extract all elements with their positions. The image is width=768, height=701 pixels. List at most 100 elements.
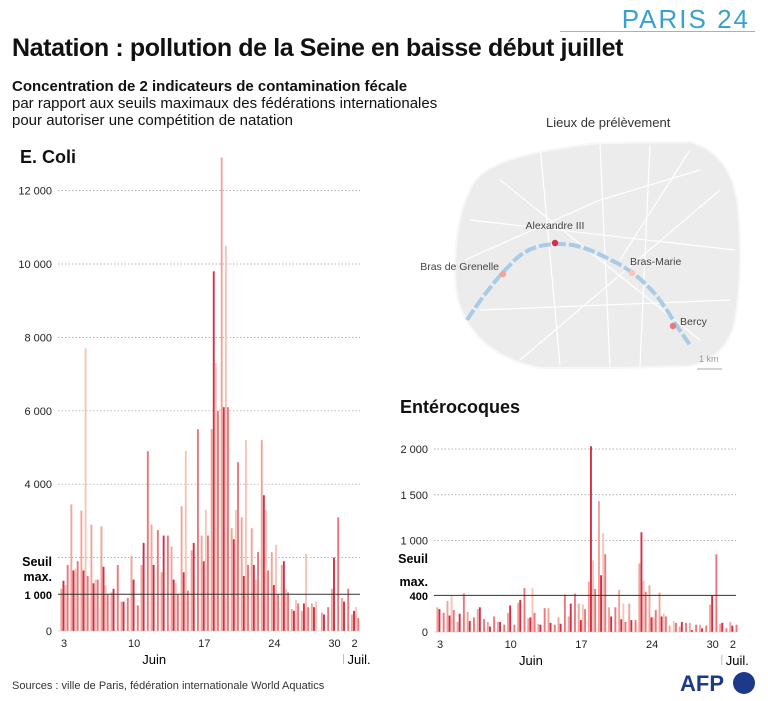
x-tick-label: 17	[575, 639, 587, 651]
bar	[337, 517, 340, 631]
bar	[136, 605, 139, 631]
bar	[210, 429, 213, 631]
bar	[705, 625, 708, 632]
bar	[252, 564, 255, 631]
bar	[104, 585, 107, 631]
bar	[92, 583, 95, 631]
bar	[442, 612, 445, 632]
bar	[569, 603, 572, 632]
bar	[292, 610, 295, 631]
threshold-value-label: 400	[410, 591, 428, 603]
bar	[644, 591, 647, 632]
bar	[468, 621, 471, 632]
bar	[106, 594, 109, 631]
bar	[587, 581, 590, 632]
bar	[654, 610, 657, 632]
bar	[622, 603, 625, 632]
bar	[725, 628, 728, 632]
bar	[260, 440, 263, 631]
enterocoques-chart-title: Entérocoques	[400, 397, 521, 417]
bar	[150, 524, 153, 631]
x-tick-label: 30	[707, 639, 719, 651]
bar	[232, 539, 235, 631]
bar	[244, 440, 247, 631]
bar	[174, 583, 177, 631]
bar	[110, 592, 113, 631]
bar	[640, 532, 643, 632]
bar	[438, 609, 441, 632]
bar	[446, 600, 449, 632]
bar	[486, 621, 489, 632]
bar	[680, 621, 683, 632]
bar	[509, 605, 512, 632]
y-tick-label: 0	[46, 626, 52, 638]
threshold-label: Seuil	[398, 552, 428, 566]
bar	[559, 623, 562, 632]
bar	[212, 271, 215, 631]
bar	[642, 580, 645, 632]
bar	[94, 579, 97, 631]
bar	[638, 563, 641, 632]
bar	[320, 612, 323, 631]
bar	[327, 607, 330, 631]
bar	[347, 588, 350, 631]
bar	[166, 535, 169, 631]
bar	[719, 623, 722, 632]
bar	[234, 509, 237, 631]
bar	[466, 611, 469, 632]
bar	[86, 575, 89, 631]
enterocoques-chart: 0 1 000 1 500 2 000 Seuil max. 400 3 10 17 24 30 2 Ju…	[398, 444, 749, 668]
bar	[265, 509, 267, 631]
bar	[315, 601, 317, 631]
bar	[497, 621, 499, 632]
bar	[206, 535, 209, 631]
bar	[220, 157, 223, 631]
bar	[182, 572, 185, 631]
bar	[192, 542, 195, 631]
bar	[608, 607, 610, 632]
bar	[357, 618, 360, 631]
bar	[160, 572, 163, 631]
bar	[650, 617, 653, 632]
paris-map: Bras de Grenelle Alexandre III Bras-Marie B…	[420, 140, 742, 370]
bar	[307, 607, 310, 631]
bar	[70, 504, 73, 631]
bar	[672, 621, 675, 632]
bar	[90, 524, 93, 631]
bar	[217, 410, 219, 631]
x-tick-label: 30	[328, 638, 340, 650]
bar	[200, 535, 203, 631]
subtitle: Concentration de 2 indicateurs de contam…	[12, 78, 472, 129]
bar	[450, 595, 453, 632]
bar	[678, 626, 681, 632]
bar	[553, 624, 556, 632]
bar	[448, 615, 451, 632]
bar	[584, 609, 586, 632]
threshold-label: max.	[24, 570, 53, 584]
bar	[476, 609, 479, 632]
bar	[250, 528, 253, 631]
bar	[711, 595, 714, 632]
bar	[130, 555, 133, 631]
bar	[598, 501, 600, 632]
bar	[62, 580, 65, 631]
bar	[190, 550, 193, 631]
bar	[102, 566, 105, 631]
bar	[452, 610, 455, 632]
bar	[280, 564, 283, 631]
y-tick-label: 4 000	[24, 479, 52, 491]
bar	[214, 363, 217, 631]
bar	[675, 622, 677, 632]
bar	[295, 599, 297, 631]
bar	[557, 617, 560, 632]
bar	[297, 603, 300, 631]
y-tick-label: 1 500	[400, 490, 428, 502]
bar	[729, 621, 732, 632]
bar	[227, 407, 229, 631]
bar	[242, 575, 245, 631]
bar	[547, 608, 550, 632]
bar	[685, 622, 687, 632]
threshold-label: max.	[400, 575, 429, 589]
